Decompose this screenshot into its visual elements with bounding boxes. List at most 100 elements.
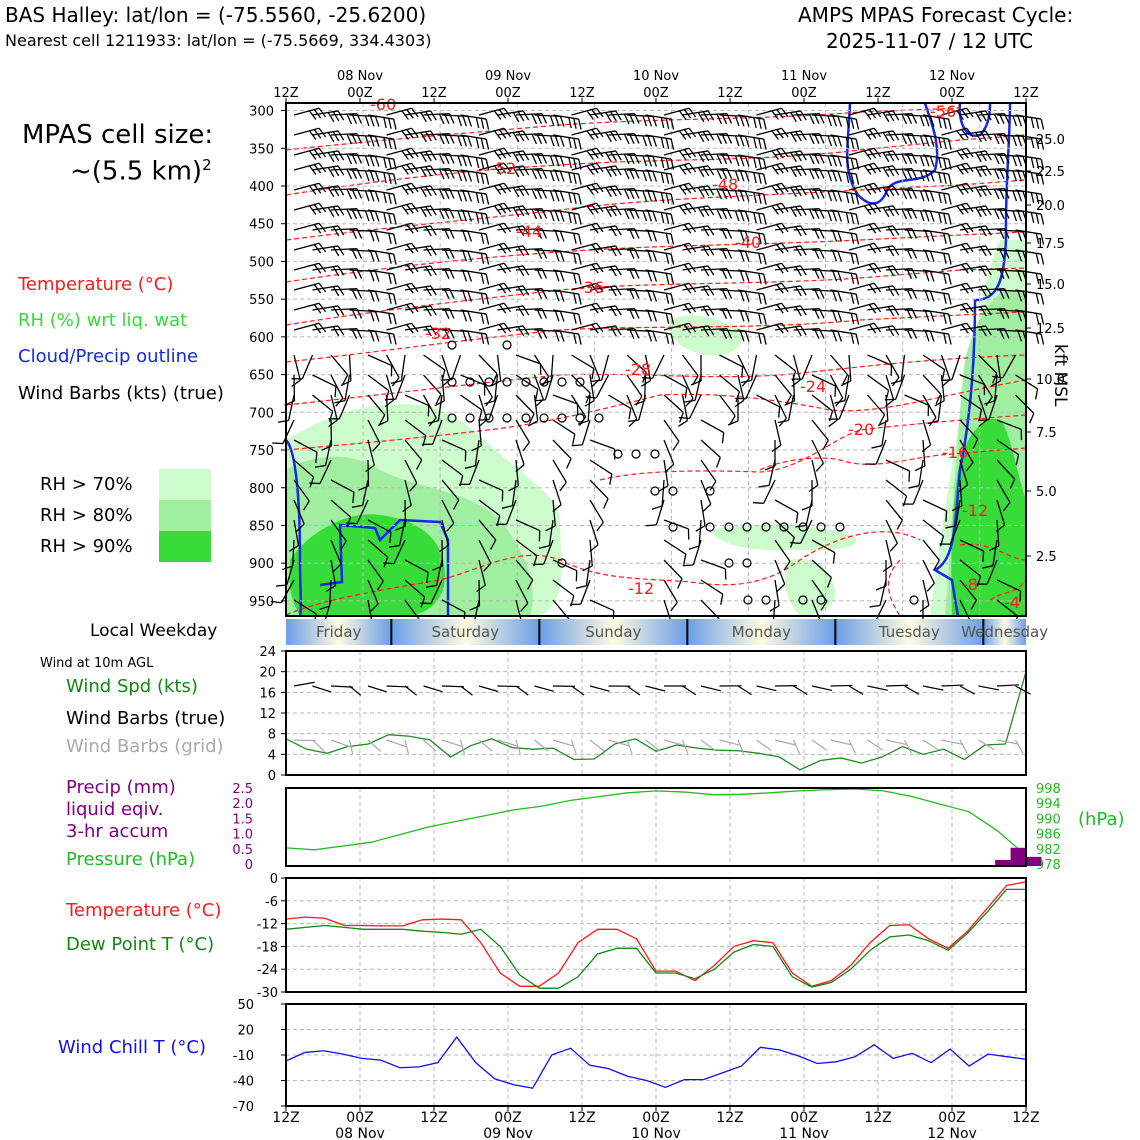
wind-barb-feather [554, 250, 560, 262]
wind-barb-feather [707, 285, 715, 296]
precip-bar [1010, 847, 1026, 866]
wind-barb-grid [386, 739, 407, 748]
calm-circle [668, 522, 678, 532]
wind-barb-feather [827, 210, 833, 222]
wind-barb [367, 559, 384, 582]
wind-barb-feather [430, 205, 437, 216]
wind-barb-feather [334, 399, 346, 404]
wind-barb-feather [702, 503, 712, 513]
wind-barb [478, 374, 493, 398]
wind-barb-feather [517, 266, 525, 277]
dewpoint-panel-label: Dew Point T (°C) [66, 934, 215, 955]
wind-barb-feather [975, 132, 982, 143]
wind-barb [700, 419, 725, 434]
kft-tick-label: 7.5 [1036, 426, 1057, 441]
wind-barb-feather [985, 150, 992, 161]
wind-barb-grid [515, 739, 521, 754]
wind-barb-feather [647, 290, 653, 302]
wind-barb [959, 479, 963, 506]
wind-barb [867, 354, 892, 366]
wind-barb [750, 354, 758, 381]
wind-barb-feather [924, 310, 930, 322]
wind-barb-feather [1030, 192, 1035, 204]
calm-circle [539, 377, 549, 387]
wind-barb-feather [467, 231, 473, 242]
bottom-time-label: 00Z [790, 1110, 817, 1126]
wind-barb-feather [531, 113, 538, 125]
wind-barb [1002, 354, 1017, 379]
wind-barb-feather [938, 192, 942, 204]
wind-barb-feather [318, 302, 327, 313]
wind-barb-feather [716, 153, 723, 165]
wind-barb-feather [508, 485, 519, 492]
wind-barb-feather [364, 135, 370, 147]
wind-barb [430, 579, 443, 604]
wind-barb [356, 499, 369, 524]
wind-barb-feather [985, 165, 992, 176]
wind-barb-feather [430, 305, 437, 316]
wind-barb-feather [318, 127, 327, 138]
wind-barb-feather [873, 162, 882, 173]
wind-barb-feather [929, 311, 935, 322]
wind-barb-feather [318, 182, 327, 193]
contour-label: -40 [735, 233, 761, 252]
kft-tick-label: 15.0 [1036, 278, 1065, 293]
wind-barb-feather [467, 311, 473, 322]
wind-barb-true [848, 685, 864, 695]
kft-tick-label: 25.0 [1036, 133, 1065, 148]
wc-ytick-label: -10 [233, 1049, 254, 1064]
wind-barb-feather [420, 167, 427, 178]
wind-barb-feather [763, 193, 767, 205]
wind-barb-feather [716, 133, 723, 145]
wind-barb-feather [709, 480, 717, 491]
wind-barb-feather [485, 293, 490, 305]
wind-barb-feather [660, 117, 665, 129]
wind-barb-feather [1012, 190, 1018, 202]
wind-barb [515, 559, 534, 581]
wind-barb-feather [480, 173, 485, 184]
precip-label-3: 3-hr accum [66, 821, 169, 842]
weekday-label: Sunday [585, 623, 641, 641]
wind-barb-feather [781, 322, 789, 333]
wind-barb-feather [948, 193, 952, 205]
wind-barb-feather [919, 210, 925, 222]
wind-barb-feather [837, 331, 843, 342]
wind-barb-feather [425, 326, 432, 337]
wind-barb-feather [1035, 213, 1040, 224]
bottom-time-label: 12Z [568, 1110, 595, 1126]
wind-barb-feather [411, 302, 419, 313]
wind-barb-feather [370, 603, 379, 612]
wind-barb [996, 354, 1002, 381]
wind-barb-feather [1040, 333, 1045, 345]
wind-barb-feather [346, 522, 358, 525]
weekday-band [539, 619, 688, 645]
wind-barb-feather [374, 136, 380, 147]
wind-barb-feather [924, 155, 930, 167]
wind-barb-feather [919, 135, 925, 147]
wind-barb-feather [318, 322, 327, 333]
wind-barb-feather [727, 420, 739, 426]
wind-barb-feather [744, 171, 750, 182]
wind-barb-feather [808, 208, 815, 220]
wind-barb-feather [985, 265, 992, 276]
wind-barb-feather [512, 187, 520, 198]
wind-barb-feather [652, 116, 658, 127]
wind-barb-feather [369, 135, 375, 147]
wind-barb-feather [890, 380, 902, 385]
wind-barb-feather [647, 330, 653, 342]
wind-barb-feather [1030, 212, 1035, 224]
wind-barb-feather [975, 207, 982, 218]
wind-barb-feather [837, 291, 843, 302]
weekday-band [687, 619, 836, 645]
wind-barb [922, 394, 937, 418]
wind-barb-feather [785, 394, 792, 405]
wind-barb-feather [425, 131, 432, 142]
wind-barb-feather [337, 130, 345, 141]
wind-barb-feather [596, 322, 604, 333]
wind-barb-feather [763, 333, 767, 345]
wind-ytick-label: 20 [259, 666, 276, 681]
wind-barb-feather [596, 162, 604, 173]
wind-barb-feather [652, 311, 658, 322]
wind-barb-grid [589, 739, 605, 752]
wind-barb-feather [670, 293, 675, 305]
